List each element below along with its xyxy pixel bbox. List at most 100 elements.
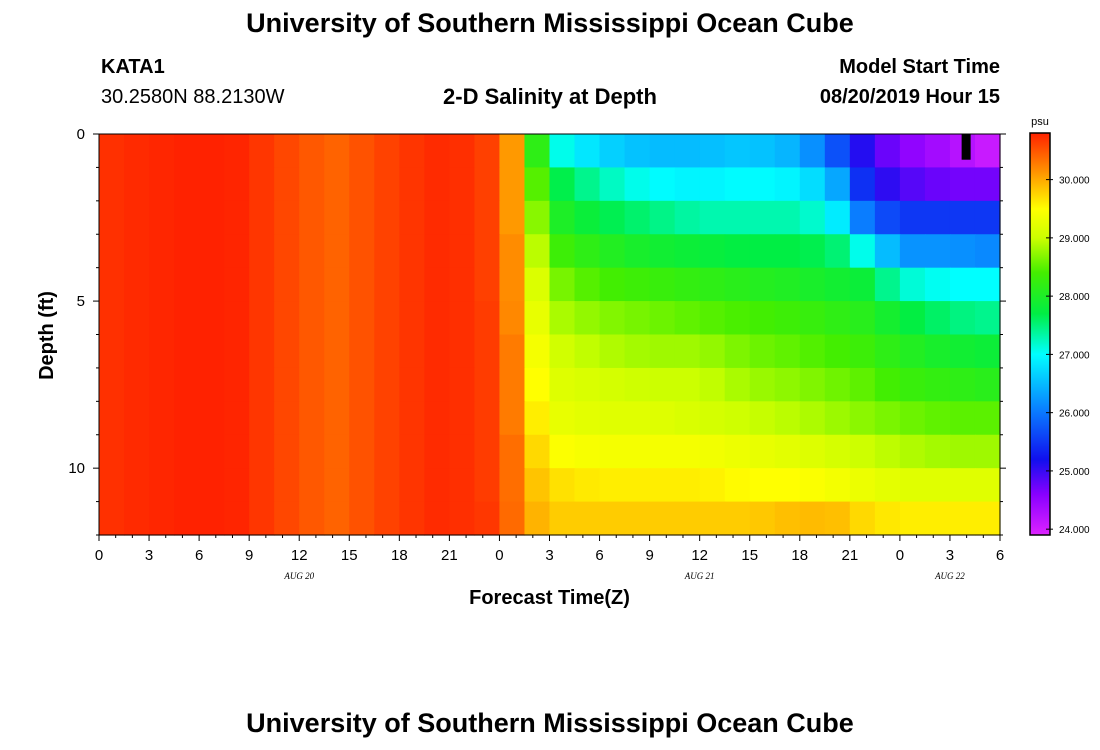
heatmap-cell	[199, 434, 225, 469]
heatmap-cell	[174, 301, 200, 336]
heatmap-cell	[449, 334, 476, 369]
heatmap-cell	[799, 167, 826, 202]
heatmap-cell	[349, 401, 375, 436]
x-date-label: AUG 20	[283, 571, 314, 581]
heatmap-cell	[824, 167, 851, 202]
heatmap-cell	[574, 501, 601, 536]
heatmap-cell	[424, 468, 450, 503]
heatmap-cell	[249, 267, 275, 302]
x-tick-label: 18	[791, 547, 808, 564]
heatmap-cell	[499, 468, 526, 503]
colorbar-tick-label: 27.000	[1059, 350, 1090, 361]
heatmap-cell	[324, 401, 350, 436]
heatmap-cell	[524, 468, 551, 503]
heatmap-cell	[774, 367, 801, 402]
heatmap-cell	[99, 234, 125, 269]
heatmap-cell	[324, 200, 350, 235]
heatmap-cell	[249, 501, 275, 536]
heatmap-cell	[224, 267, 250, 302]
heatmap-cell	[699, 301, 726, 336]
heatmap-cell	[599, 501, 626, 536]
heatmap-cell	[699, 267, 726, 302]
heatmap-cell	[174, 334, 200, 369]
heatmap-cell	[849, 468, 876, 503]
heatmap-cell	[749, 401, 776, 436]
heatmap-cell	[274, 301, 300, 336]
heatmap-cell	[574, 434, 601, 469]
heatmap-cell	[824, 367, 851, 402]
heatmap-cell	[974, 434, 1001, 469]
heatmap-cell	[274, 134, 300, 169]
heatmap-cell	[624, 167, 651, 202]
heatmap-cell	[299, 367, 325, 402]
heatmap-cell	[324, 334, 350, 369]
colorbar-unit: psu	[1031, 116, 1049, 128]
heatmap-cell	[799, 200, 826, 235]
heatmap-cell	[299, 434, 325, 469]
heatmap-cell	[824, 200, 851, 235]
heatmap-cell	[324, 134, 350, 169]
heatmap-cell	[824, 434, 851, 469]
heatmap-cell	[199, 134, 225, 169]
heatmap-cell	[624, 468, 651, 503]
heatmap-cell	[699, 501, 726, 536]
heatmap-cell	[299, 468, 325, 503]
heatmap-cell	[324, 234, 350, 269]
heatmap-cell	[674, 200, 701, 235]
colorbar-tick-label: 28.000	[1059, 292, 1090, 303]
heatmap-cell	[674, 267, 701, 302]
heatmap-cell	[874, 267, 901, 302]
heatmap-cell	[124, 200, 150, 235]
heatmap-cell	[224, 234, 250, 269]
heatmap-cell	[99, 334, 125, 369]
heatmap-cell	[849, 134, 876, 169]
heatmap-cell	[549, 367, 576, 402]
heatmap-cell	[474, 234, 501, 269]
heatmap-cell	[374, 468, 400, 503]
heatmap-cell	[424, 267, 450, 302]
heatmap-cell	[149, 200, 175, 235]
heatmap-cell	[249, 234, 275, 269]
heatmap-cell	[124, 234, 150, 269]
x-axis-label: Forecast Time(Z)	[469, 587, 630, 609]
heatmap-cell	[449, 167, 476, 202]
y-axis-label: Depth (ft)	[36, 291, 58, 380]
heatmap-cell	[749, 234, 776, 269]
heatmap-cell	[849, 434, 876, 469]
heatmap-cell	[699, 468, 726, 503]
heatmap-cell	[374, 234, 400, 269]
heatmap-cell	[549, 267, 576, 302]
axes: 0 3 6 9 12 15 18 21 0 3 6 9 12 15 18 21 0 3 6 AUG 20 AUG 21 A…	[68, 126, 1006, 581]
heatmap-cell	[374, 434, 400, 469]
heatmap-cell	[624, 200, 651, 235]
heatmap-cell	[349, 234, 375, 269]
heatmap-cell	[224, 134, 250, 169]
heatmap-cell	[324, 367, 350, 402]
heatmap-cell	[174, 234, 200, 269]
heatmap-cell	[99, 434, 125, 469]
heatmap-cell	[499, 334, 526, 369]
heatmap-cell	[899, 434, 926, 469]
heatmap-cell	[599, 267, 626, 302]
heatmap-cell	[124, 334, 150, 369]
heatmap-cell	[924, 301, 951, 336]
heatmap-cell	[774, 301, 801, 336]
heatmap-cell	[299, 401, 325, 436]
heatmap-cell	[749, 167, 776, 202]
heatmap-cell	[799, 401, 826, 436]
heatmap-cell	[149, 434, 175, 469]
heatmap-cell	[174, 468, 200, 503]
heatmap-cell	[299, 501, 325, 536]
heatmap-cell	[774, 401, 801, 436]
heatmap-cell	[524, 434, 551, 469]
heatmap-cell	[624, 367, 651, 402]
heatmap-cell	[599, 434, 626, 469]
heatmap-cell	[599, 468, 626, 503]
heatmap-cell	[824, 301, 851, 336]
heatmap-cell	[849, 167, 876, 202]
heatmap-cell	[249, 134, 275, 169]
heatmap-cell	[724, 468, 751, 503]
heatmap-cell	[524, 167, 551, 202]
heatmap-cell	[624, 134, 651, 169]
heatmap-cell	[224, 200, 250, 235]
